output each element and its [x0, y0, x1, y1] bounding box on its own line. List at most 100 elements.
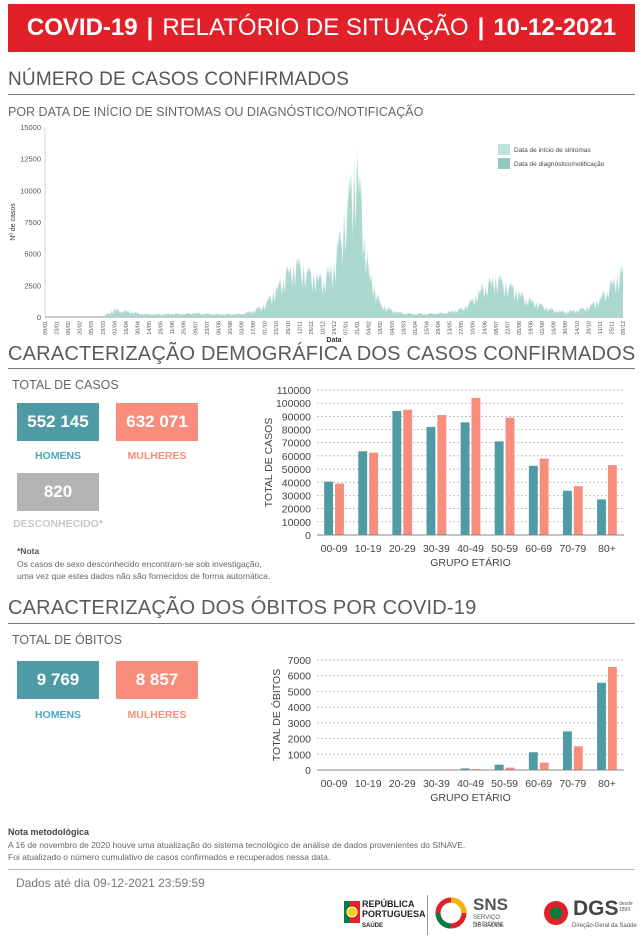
- women-cases-label: MULHERES: [127, 450, 187, 462]
- y-tick-label: 15000: [20, 123, 41, 132]
- x-tick-label: 40-49: [457, 778, 484, 790]
- header-separator: |: [146, 14, 154, 41]
- deaths-section-title: CARACTERIZAÇÃO DOS ÓBITOS POR COVID-19: [8, 597, 477, 619]
- dgs-logo: DGS desde 1899 Direção-Geral da Saúde: [542, 893, 637, 937]
- x-tick-label: 20-29: [389, 778, 416, 790]
- x-tick-label: 03/09: [240, 321, 246, 335]
- y-tick-label: 4000: [288, 702, 312, 714]
- series-area: [45, 158, 623, 317]
- unknown-cases-label: DESCONHECIDO*: [13, 518, 103, 530]
- bar-homens: [426, 426, 436, 535]
- bar-homens: [562, 731, 572, 770]
- y-tick-label: 60000: [282, 451, 311, 463]
- y-tick-label: 80000: [282, 425, 311, 437]
- series-notificacao: [45, 158, 623, 317]
- x-tick-label: 25/06: [182, 321, 188, 335]
- bar-mulheres: [505, 417, 515, 535]
- bar-mulheres: [607, 465, 617, 535]
- men-cases-label: HOMENS: [34, 450, 82, 462]
- y-tick-label: 2000: [288, 734, 312, 746]
- x-tick-label: 04/02: [367, 321, 373, 335]
- total-cases-label: TOTAL DE CASOS: [12, 378, 119, 392]
- x-tick-label: 20/02: [78, 321, 84, 335]
- x-tick-label: 30-39: [423, 778, 450, 790]
- x-tick-label: 80+: [598, 778, 616, 790]
- header-subtitle: RELATÓRIO DE SITUAÇÃO: [162, 14, 469, 41]
- x-tick-label: 01/10: [263, 321, 269, 335]
- legend-swatch: [498, 144, 510, 155]
- x-tick-label: 10-19: [355, 778, 382, 790]
- legend-swatch: [498, 158, 510, 169]
- bar-homens: [392, 411, 402, 535]
- dgs-since-label: desde: [619, 901, 633, 907]
- y-tick-label: 50000: [282, 464, 311, 476]
- unknown-cases-box: 820: [17, 473, 99, 511]
- x-tick-label: 13/05: [448, 321, 454, 335]
- x-axis-title: GRUPO ETÁRIO: [430, 556, 511, 569]
- y-tick-label: 110000: [277, 385, 311, 397]
- x-tick-label: 16/09: [552, 321, 558, 335]
- y-tick-label: 1000: [288, 749, 312, 761]
- bar-homens: [324, 481, 334, 535]
- x-tick-label: 60-69: [525, 778, 552, 790]
- x-tick-label: 70-79: [559, 543, 586, 555]
- republica-portuguesa-logo: REPÚBLICA PORTUGUESA SAÚDE: [340, 893, 430, 937]
- y-tick-label: 5000: [24, 250, 41, 259]
- sns-text-line2: DE SAÚDE: [473, 923, 504, 929]
- x-tick-label: 28/05: [159, 321, 165, 335]
- note-text-1: Os casos de sexo desconhecido encontram-…: [17, 559, 262, 569]
- rp-emblem-icon: [344, 901, 360, 923]
- x-tick-label: 02/09: [540, 321, 546, 335]
- x-tick-label: 10/12: [320, 321, 326, 335]
- y-tick-label: 2500: [24, 281, 41, 290]
- report-header: COVID-19 | RELATÓRIO DE SITUAÇÃO | 10-12…: [8, 4, 635, 52]
- x-tick-label: 19/03: [101, 321, 107, 335]
- x-tick-label: 00-09: [321, 543, 348, 555]
- x-tick-label: 50-59: [491, 778, 518, 790]
- bar-homens: [460, 768, 470, 770]
- bar-homens: [460, 422, 470, 535]
- rp-text-line2: PORTUGUESA: [362, 909, 426, 919]
- bar-homens: [528, 752, 538, 770]
- men-cases-box: 552 145: [17, 403, 99, 441]
- y-tick-label: 90000: [282, 411, 311, 423]
- rp-text-line1: REPÚBLICA: [362, 899, 415, 909]
- y-tick-label: 30000: [282, 490, 311, 502]
- bar-mulheres: [471, 397, 481, 535]
- footer-divider: [8, 869, 635, 870]
- x-tick-label: 60-69: [525, 543, 552, 555]
- x-tick-label: 10/06: [471, 321, 477, 335]
- legend-label: Data de diagnóstico/notificação: [514, 161, 605, 168]
- bar-mulheres: [437, 415, 447, 535]
- x-tick-label: 07/01: [344, 321, 350, 335]
- section-divider: [8, 623, 635, 624]
- x-tick-label: 12/11: [297, 321, 303, 334]
- y-tick-label: 20000: [282, 504, 311, 516]
- x-tick-label: 14/10: [575, 321, 581, 335]
- x-axis-title: Data: [326, 337, 341, 344]
- y-tick-label: 40000: [282, 477, 311, 489]
- x-tick-label: 29/04: [436, 321, 442, 335]
- x-tick-label: 50-59: [491, 543, 518, 555]
- x-tick-label: 11/11: [598, 321, 604, 334]
- bar-homens: [597, 682, 606, 770]
- bar-mulheres: [573, 746, 583, 770]
- dgs-title: DGS: [573, 897, 619, 920]
- x-tick-label: 26/11: [309, 321, 315, 334]
- header-date: 10-12-2021: [493, 14, 617, 41]
- women-deaths-box: 8 857: [116, 661, 198, 699]
- y-tick-label: 12500: [20, 155, 41, 164]
- method-note-line2: Foi atualizado o número cumulativo de ca…: [8, 852, 331, 862]
- y-tick-label: 70000: [282, 438, 311, 450]
- method-note-line1: A 16 de novembro de 2020 houve uma atual…: [8, 840, 466, 850]
- y-tick-label: 0: [305, 530, 311, 542]
- x-tick-label: 04/03: [390, 321, 396, 335]
- y-tick-label: 0: [37, 313, 41, 322]
- logo-divider: [427, 895, 428, 935]
- section-divider: [8, 94, 635, 95]
- bar-mulheres: [607, 666, 617, 770]
- x-tick-label: 00-09: [321, 778, 348, 790]
- x-tick-label: 05/08: [517, 321, 523, 335]
- y-axis-title: TOTAL DE CASOS: [263, 418, 275, 508]
- deaths-by-age-chart: 0 1000 2000 3000 4000 5000 6000 7000 00-09 10-19 2…: [270, 655, 624, 804]
